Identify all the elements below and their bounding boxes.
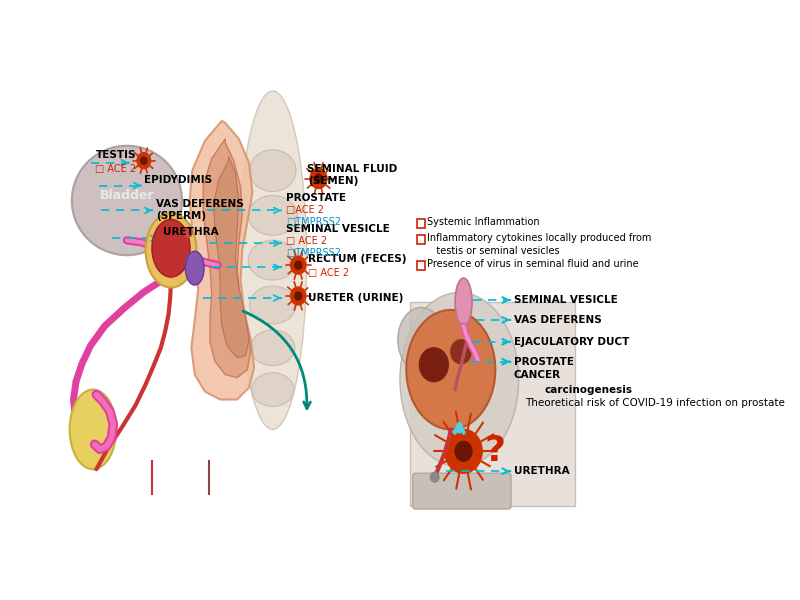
Ellipse shape bbox=[406, 310, 495, 430]
Ellipse shape bbox=[250, 286, 296, 324]
Ellipse shape bbox=[72, 146, 182, 255]
Circle shape bbox=[290, 256, 306, 274]
Circle shape bbox=[294, 261, 302, 269]
FancyBboxPatch shape bbox=[410, 302, 575, 506]
Text: Presence of virus in seminal fluid and urine: Presence of virus in seminal fluid and u… bbox=[427, 259, 638, 269]
Circle shape bbox=[451, 340, 471, 364]
Circle shape bbox=[314, 174, 322, 183]
Text: VAS DEFERENS: VAS DEFERENS bbox=[156, 199, 243, 209]
Text: ?: ? bbox=[485, 434, 506, 468]
Ellipse shape bbox=[152, 220, 190, 277]
Circle shape bbox=[430, 472, 439, 482]
Ellipse shape bbox=[455, 278, 472, 326]
Ellipse shape bbox=[146, 213, 197, 287]
Polygon shape bbox=[203, 139, 250, 377]
Text: CANCER: CANCER bbox=[514, 370, 561, 380]
FancyBboxPatch shape bbox=[413, 473, 511, 509]
Circle shape bbox=[141, 157, 147, 164]
Ellipse shape bbox=[400, 293, 518, 467]
Ellipse shape bbox=[248, 240, 298, 280]
FancyBboxPatch shape bbox=[417, 261, 425, 270]
Text: □TMPRSS2: □TMPRSS2 bbox=[286, 248, 342, 258]
Ellipse shape bbox=[186, 251, 204, 285]
Text: SEMINAL VESICLE: SEMINAL VESICLE bbox=[514, 295, 618, 305]
Text: □TMPRSS2: □TMPRSS2 bbox=[286, 217, 342, 227]
Text: Bladder: Bladder bbox=[100, 189, 154, 202]
Text: RECTUM (FECES): RECTUM (FECES) bbox=[308, 254, 407, 264]
Ellipse shape bbox=[251, 373, 294, 407]
Text: testis or seminal vesicles: testis or seminal vesicles bbox=[427, 246, 560, 256]
Text: URETHRA: URETHRA bbox=[514, 466, 570, 476]
Text: □ ACE 2: □ ACE 2 bbox=[94, 164, 136, 173]
FancyBboxPatch shape bbox=[417, 235, 425, 244]
Text: SEMINAL VESICLE: SEMINAL VESICLE bbox=[286, 224, 390, 235]
Text: PROSTATE: PROSTATE bbox=[514, 357, 574, 367]
Text: carcinogenesis: carcinogenesis bbox=[544, 385, 632, 395]
Ellipse shape bbox=[398, 307, 445, 372]
Circle shape bbox=[455, 442, 472, 461]
Text: TESTIS: TESTIS bbox=[96, 149, 137, 160]
Text: URETHRA: URETHRA bbox=[162, 227, 218, 238]
FancyBboxPatch shape bbox=[417, 220, 425, 229]
Text: URETER (URINE): URETER (URINE) bbox=[308, 293, 404, 303]
Polygon shape bbox=[190, 121, 254, 400]
Ellipse shape bbox=[250, 330, 294, 365]
Text: □ACE 2: □ACE 2 bbox=[286, 205, 324, 215]
Text: VAS DEFERENS: VAS DEFERENS bbox=[514, 315, 602, 325]
Text: Systemic Inflammation: Systemic Inflammation bbox=[427, 217, 540, 227]
Text: PROSTATE: PROSTATE bbox=[286, 193, 346, 203]
Ellipse shape bbox=[70, 389, 116, 469]
Text: Inflammatory cytokines locally produced from: Inflammatory cytokines locally produced … bbox=[427, 233, 651, 243]
Ellipse shape bbox=[250, 149, 296, 191]
Text: (SPERM): (SPERM) bbox=[156, 211, 206, 221]
Circle shape bbox=[294, 292, 302, 300]
Ellipse shape bbox=[248, 196, 298, 235]
Polygon shape bbox=[214, 157, 249, 358]
Circle shape bbox=[137, 152, 150, 169]
Circle shape bbox=[310, 169, 327, 188]
FancyArrowPatch shape bbox=[243, 311, 310, 409]
Text: □ ACE 2: □ ACE 2 bbox=[308, 268, 350, 278]
Text: EJACULATORY DUCT: EJACULATORY DUCT bbox=[514, 337, 629, 347]
Text: SEMINAL FLUID: SEMINAL FLUID bbox=[306, 164, 397, 173]
Text: (SEMEN): (SEMEN) bbox=[308, 176, 358, 185]
Circle shape bbox=[184, 227, 192, 237]
Text: □ ACE 2: □ ACE 2 bbox=[286, 236, 327, 246]
Text: EPIDYDIMIS: EPIDYDIMIS bbox=[144, 175, 212, 185]
Ellipse shape bbox=[239, 91, 306, 430]
Circle shape bbox=[445, 430, 482, 473]
Circle shape bbox=[290, 287, 306, 305]
Text: Theoretical risk of COVID-19 infection on prostate: Theoretical risk of COVID-19 infection o… bbox=[526, 398, 786, 407]
Circle shape bbox=[419, 348, 448, 382]
